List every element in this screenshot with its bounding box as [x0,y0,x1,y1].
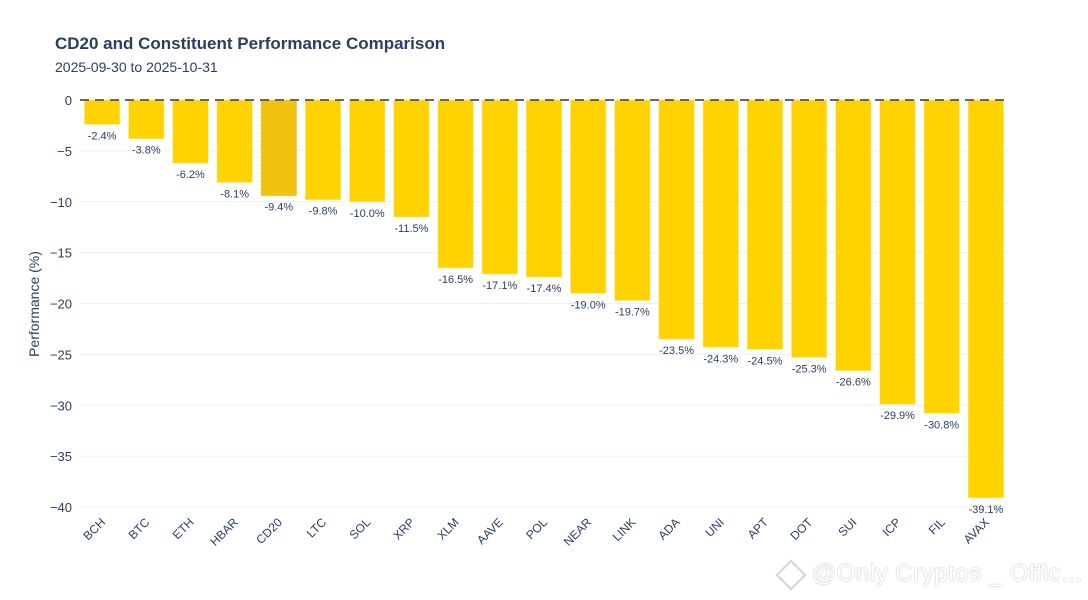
y-tick-label: −5 [57,144,72,159]
bar-avax[interactable] [967,99,1004,499]
bar-bch[interactable] [84,99,121,125]
x-tick-label: HBAR [207,515,241,549]
x-tick-label: CD20 [253,515,285,547]
data-label: -19.7% [615,306,650,318]
x-tick-label: NEAR [561,515,595,549]
x-tick-label: BCH [80,515,108,543]
bar-aave[interactable] [481,99,518,275]
bar-eth[interactable] [172,99,209,164]
data-label: -25.3% [792,363,827,375]
data-label: -30.8% [924,419,959,431]
x-tick-label: ADA [655,515,682,542]
y-tick-label: −40 [50,500,72,515]
data-label: -9.4% [264,202,293,214]
binance-logo-icon [775,559,807,591]
x-tick-label: ETH [170,515,197,542]
x-tick-label: AVAX [961,515,992,546]
data-labels: -2.4% -3.8% -6.2% -8.1% -9.4% -9.8% -10.0% -11.… [88,130,1004,515]
bar-pol[interactable] [526,99,562,278]
data-label: -17.1% [482,280,517,292]
y-tick-label: −10 [50,195,72,210]
x-tick-label: XRP [390,515,417,542]
bar-sol[interactable] [349,99,386,203]
bar-icp[interactable] [879,99,916,405]
data-label: -9.8% [309,206,338,218]
data-label: -3.8% [132,145,161,157]
x-tick-label: FIL [926,515,948,537]
bar-uni[interactable] [702,99,739,348]
x-tick-label: APT [745,515,772,542]
bar-cd20[interactable] [260,99,297,196]
y-tick-label: 0 [65,93,72,108]
data-label: -29.9% [880,410,915,422]
x-tick-label: DOT [787,515,815,543]
bar-btc[interactable] [128,99,165,139]
data-label: -24.5% [748,355,783,367]
data-label: -10.0% [350,208,385,220]
data-label: -17.4% [527,283,562,295]
x-tick-label: ICP [880,515,904,539]
bar-fil[interactable] [923,99,960,414]
bar-ada[interactable] [658,99,695,340]
chart-title: CD20 and Constituent Performance Compari… [55,34,446,53]
bar-xlm[interactable] [437,99,474,269]
data-label: -24.3% [703,353,738,365]
data-label: -19.0% [571,299,606,311]
data-label: -2.4% [88,130,117,142]
bar-apt[interactable] [746,99,783,350]
x-tick-label: SOL [346,515,373,542]
bar-hbar[interactable] [216,99,253,183]
x-tick-label: AAVE [474,515,506,547]
bar-xrp[interactable] [393,99,430,218]
y-axis-label: Performance (%) [26,251,42,357]
bars [84,99,1004,499]
y-axis-ticks: 0 −5 −10 −15 −20 −25 −30 −35 −40 [50,93,72,515]
x-tick-label: BTC [126,515,153,542]
x-tick-label: LTC [304,515,330,541]
data-label: -26.6% [836,377,871,389]
data-label: -39.1% [968,504,1003,516]
watermark: @Only Cryptos _ Offic... [775,559,1083,591]
bar-dot[interactable] [791,99,828,358]
bar-ltc[interactable] [305,99,342,201]
x-tick-label: SUI [835,515,859,539]
chart-subtitle: 2025-09-30 to 2025-10-31 [55,59,218,75]
x-tick-label: UNI [702,515,727,540]
bar-sui[interactable] [835,99,872,371]
data-label: -8.1% [220,188,249,200]
y-tick-label: −15 [50,246,72,261]
x-axis-ticks: BCH BTC ETH HBAR CD20 LTC SOL XRP XLM AAVE POL NEAR… [80,515,992,549]
y-tick-label: −25 [50,347,72,362]
y-tick-label: −20 [50,297,72,312]
data-label: -6.2% [176,169,205,181]
bar-link[interactable] [614,99,651,301]
y-tick-label: −30 [50,398,72,413]
y-tick-label: −35 [50,449,72,464]
data-label: -11.5% [394,223,428,235]
bar-near[interactable] [570,99,607,294]
x-tick-label: POL [523,515,550,542]
x-tick-label: LINK [610,515,639,544]
data-label: -16.5% [438,274,473,286]
data-label: -23.5% [659,345,694,357]
x-tick-label: XLM [434,515,461,542]
watermark-text: @Only Cryptos _ Offic... [812,560,1083,587]
